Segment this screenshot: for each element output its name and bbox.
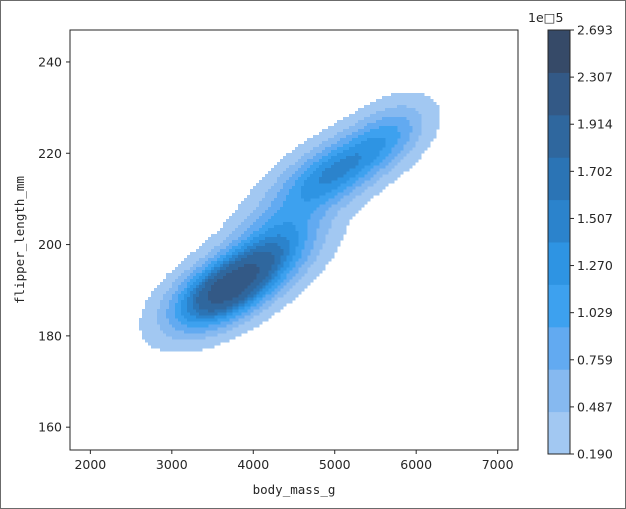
x-tick-label: 7000 [482, 457, 514, 472]
x-tick-label: 6000 [400, 457, 432, 472]
x-axis-label: body_mass_g [253, 482, 336, 497]
colorbar: 0.190 0.487 0.759 1.029 1.270 1.507 1.702 1.914… [547, 23, 613, 462]
colorbar-tick-label: 1.270 [577, 258, 613, 273]
x-tick-label: 3000 [156, 457, 188, 472]
colorbar-band [548, 242, 570, 285]
colorbar-band [548, 284, 570, 328]
density-contours [139, 93, 440, 352]
colorbar-band [548, 369, 570, 413]
colorbar-tick-label: 0.759 [577, 352, 613, 367]
x-tick-label: 4000 [237, 457, 269, 472]
colorbar-band [548, 157, 570, 201]
colorbar-offset-text: 1e□5 [528, 10, 563, 25]
colorbar-band [548, 199, 570, 243]
colorbar-band [548, 114, 570, 158]
colorbar-band [548, 30, 570, 73]
x-tick-label: 5000 [319, 457, 351, 472]
y-axis: 160 180 200 220 240 [38, 54, 70, 435]
y-axis-label: flipper_length_mm [12, 176, 27, 304]
x-tick-label: 2000 [74, 457, 106, 472]
colorbar-band [548, 411, 570, 455]
y-tick-label: 180 [38, 328, 62, 343]
colorbar-tick-label: 1.702 [577, 164, 613, 179]
y-tick-label: 240 [38, 54, 62, 69]
colorbar-tick-label: 1.507 [577, 211, 613, 226]
colorbar-tick-label: 2.307 [577, 70, 613, 85]
x-axis: 2000 3000 4000 5000 6000 7000 [74, 450, 514, 472]
colorbar-tick-label: 1.914 [577, 117, 613, 132]
plot-area-border [69, 29, 519, 451]
colorbar-tick-label: 0.190 [577, 447, 613, 462]
colorbar-border [547, 29, 571, 455]
colorbar-band [548, 72, 570, 116]
colorbar-band [548, 326, 570, 370]
y-tick-label: 220 [38, 146, 62, 161]
y-tick-label: 200 [38, 237, 62, 252]
y-tick-label: 160 [38, 420, 62, 435]
density-level-8 [208, 264, 260, 304]
colorbar-tick-label: 2.693 [577, 23, 613, 38]
colorbar-tick-label: 0.487 [577, 399, 613, 414]
colorbar-tick-label: 1.029 [577, 305, 613, 320]
